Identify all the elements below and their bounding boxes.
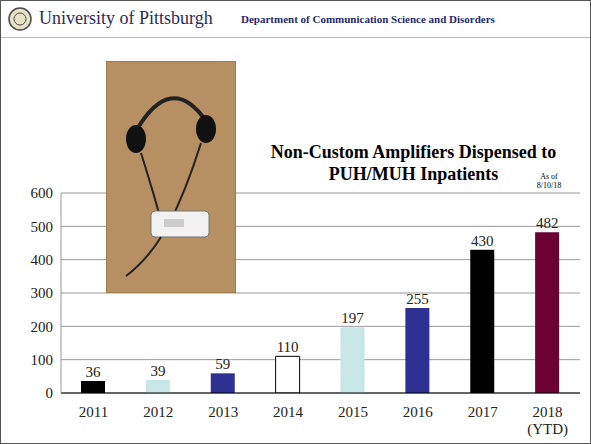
html-text:University of Pittsburgh: University of Pittsburgh <box>39 8 213 28</box>
html-text:As of 8/10/18: As of 8/10/18 <box>536 172 562 190</box>
svg-text:2013: 2013 <box>208 404 238 420</box>
svg-text:2012: 2012 <box>143 404 173 420</box>
svg-text:2015: 2015 <box>338 404 368 420</box>
html-text:Non-Custom Amplifiers Dispense: Non-Custom Amplifiers Dispensed to PUH/M… <box>270 142 557 184</box>
svg-text:39: 39 <box>150 363 165 379</box>
svg-text:110: 110 <box>277 339 299 355</box>
svg-text:197: 197 <box>341 310 364 326</box>
svg-text:600: 600 <box>31 185 54 201</box>
svg-text:200: 200 <box>31 319 54 335</box>
svg-text:482: 482 <box>536 215 559 231</box>
svg-text:59: 59 <box>215 356 230 372</box>
svg-text:100: 100 <box>31 352 54 368</box>
html-text:Department of Communication Sc: Department of Communication Science and … <box>241 13 495 25</box>
svg-text:2018(YTD): 2018(YTD) <box>527 404 568 438</box>
svg-text:2011: 2011 <box>79 404 108 420</box>
svg-text:430: 430 <box>471 233 494 249</box>
svg-text:36: 36 <box>86 364 102 380</box>
svg-text:2016: 2016 <box>403 404 434 420</box>
svg-text:2017: 2017 <box>468 404 499 420</box>
svg-text:2014: 2014 <box>273 404 304 420</box>
svg-text:255: 255 <box>406 291 429 307</box>
svg-text:0: 0 <box>46 385 54 401</box>
svg-text:300: 300 <box>31 285 54 301</box>
svg-text:400: 400 <box>31 252 54 268</box>
svg-text:500: 500 <box>31 219 54 235</box>
